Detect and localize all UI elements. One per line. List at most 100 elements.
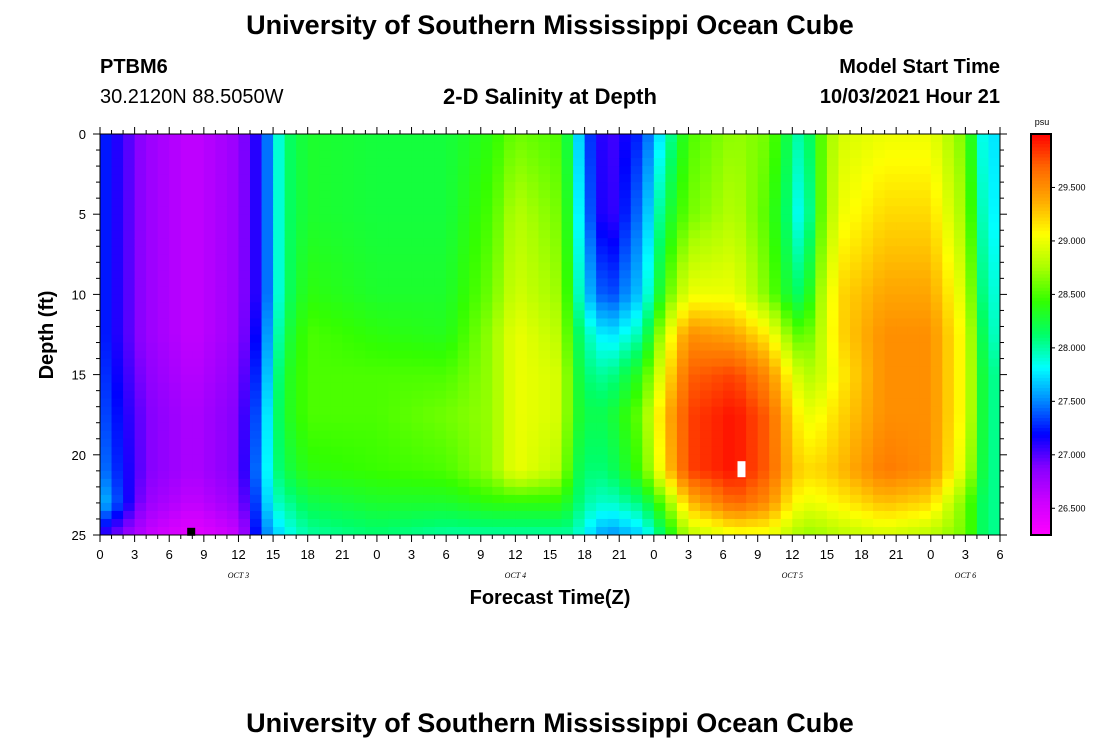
- heatmap-cell: [873, 158, 886, 167]
- heatmap-cell: [284, 142, 297, 151]
- heatmap-cell: [550, 166, 563, 175]
- heatmap-cell: [457, 142, 470, 151]
- heatmap-cell: [411, 406, 424, 416]
- heatmap-cell: [434, 382, 447, 392]
- heatmap-cell: [157, 406, 170, 416]
- heatmap-cell: [653, 446, 666, 456]
- heatmap-cell: [238, 278, 251, 287]
- heatmap-cell: [284, 262, 297, 271]
- heatmap-cell: [330, 526, 343, 535]
- heatmap-cell: [238, 166, 251, 175]
- heatmap-cell: [873, 414, 886, 424]
- heatmap-cell: [976, 254, 990, 263]
- heatmap-cell: [319, 526, 332, 535]
- heatmap-cell: [515, 238, 528, 247]
- heatmap-cell: [688, 214, 701, 223]
- heatmap-cell: [596, 398, 609, 408]
- heatmap-cell: [826, 246, 840, 255]
- heatmap-cell: [469, 158, 482, 167]
- heatmap-cell: [330, 478, 343, 488]
- heatmap-cell: [515, 462, 528, 472]
- heatmap-cell: [665, 470, 678, 480]
- heatmap-cell: [376, 366, 390, 376]
- heatmap-cell: [976, 486, 990, 496]
- heatmap-cell: [157, 150, 170, 159]
- heatmap-cell: [653, 350, 666, 360]
- heatmap-cell: [480, 214, 493, 223]
- heatmap-cell: [930, 334, 943, 344]
- heatmap-cell: [884, 358, 897, 368]
- heatmap-cell: [976, 502, 990, 512]
- heatmap-cell: [250, 382, 263, 392]
- heatmap-cell: [469, 326, 482, 336]
- heatmap-cell: [850, 150, 863, 159]
- heatmap-cell: [550, 486, 563, 496]
- heatmap-cell: [226, 262, 240, 271]
- heatmap-cell: [965, 150, 978, 159]
- heatmap-cell: [538, 278, 551, 287]
- heatmap-cell: [273, 214, 286, 223]
- heatmap-cell: [307, 302, 320, 312]
- heatmap-cell: [342, 278, 355, 287]
- heatmap-cell: [238, 446, 251, 456]
- heatmap-cell: [388, 494, 401, 504]
- heatmap-cell: [296, 190, 309, 199]
- heatmap-cell: [861, 502, 874, 512]
- heatmap-cell: [146, 270, 159, 279]
- heatmap-cell: [607, 398, 620, 408]
- heatmap-cell: [780, 430, 793, 440]
- heatmap-cell: [642, 390, 655, 400]
- heatmap-cell: [769, 302, 782, 312]
- heatmap-cell: [803, 318, 816, 328]
- heatmap-cell: [400, 390, 413, 400]
- heatmap-cell: [838, 526, 851, 535]
- heatmap-cell: [711, 238, 724, 247]
- heatmap-cell: [100, 374, 113, 384]
- heatmap-cell: [884, 182, 897, 191]
- heatmap-cell: [919, 350, 932, 360]
- heatmap-cell: [330, 158, 343, 167]
- heatmap-cell: [388, 486, 401, 496]
- heatmap-cell: [723, 342, 736, 352]
- heatmap-cell: [330, 446, 343, 456]
- heatmap-cell: [353, 486, 366, 496]
- heatmap-cell: [365, 270, 378, 279]
- heatmap-cell: [803, 358, 816, 368]
- heatmap-cell: [503, 398, 516, 408]
- heatmap-cell: [630, 302, 643, 312]
- heatmap-cell: [376, 158, 390, 167]
- heatmap-cell: [146, 190, 159, 199]
- heatmap-cell: [203, 190, 216, 199]
- heatmap-cell: [492, 198, 505, 207]
- heatmap-cell: [342, 502, 355, 512]
- heatmap-cell: [296, 438, 309, 448]
- heatmap-cell: [688, 518, 701, 528]
- heatmap-cell: [376, 494, 390, 504]
- heatmap-cell: [388, 198, 401, 207]
- heatmap-cell: [480, 342, 493, 352]
- heatmap-cell: [457, 430, 470, 440]
- heatmap-cell: [561, 334, 574, 344]
- heatmap-cell: [711, 350, 724, 360]
- heatmap-cell: [596, 270, 609, 279]
- heatmap-cell: [111, 238, 124, 247]
- heatmap-cell: [123, 390, 136, 400]
- heatmap-cell: [976, 446, 990, 456]
- heatmap-cell: [965, 390, 978, 400]
- heatmap-cell: [388, 222, 401, 231]
- heatmap-cell: [942, 222, 955, 231]
- heatmap-cell: [515, 318, 528, 328]
- heatmap-cell: [642, 406, 655, 416]
- heatmap-cell: [134, 526, 147, 535]
- heatmap-cell: [803, 510, 816, 520]
- heatmap-cell: [873, 406, 886, 416]
- heatmap-cell: [319, 326, 332, 336]
- heatmap-cell: [146, 502, 159, 512]
- heatmap-cell: [861, 142, 874, 151]
- heatmap-cell: [965, 238, 978, 247]
- heatmap-cell: [180, 230, 193, 239]
- heatmap-cell: [169, 406, 182, 416]
- heatmap-cell: [111, 150, 124, 159]
- heatmap-cell: [907, 158, 920, 167]
- heatmap-cell: [238, 382, 251, 392]
